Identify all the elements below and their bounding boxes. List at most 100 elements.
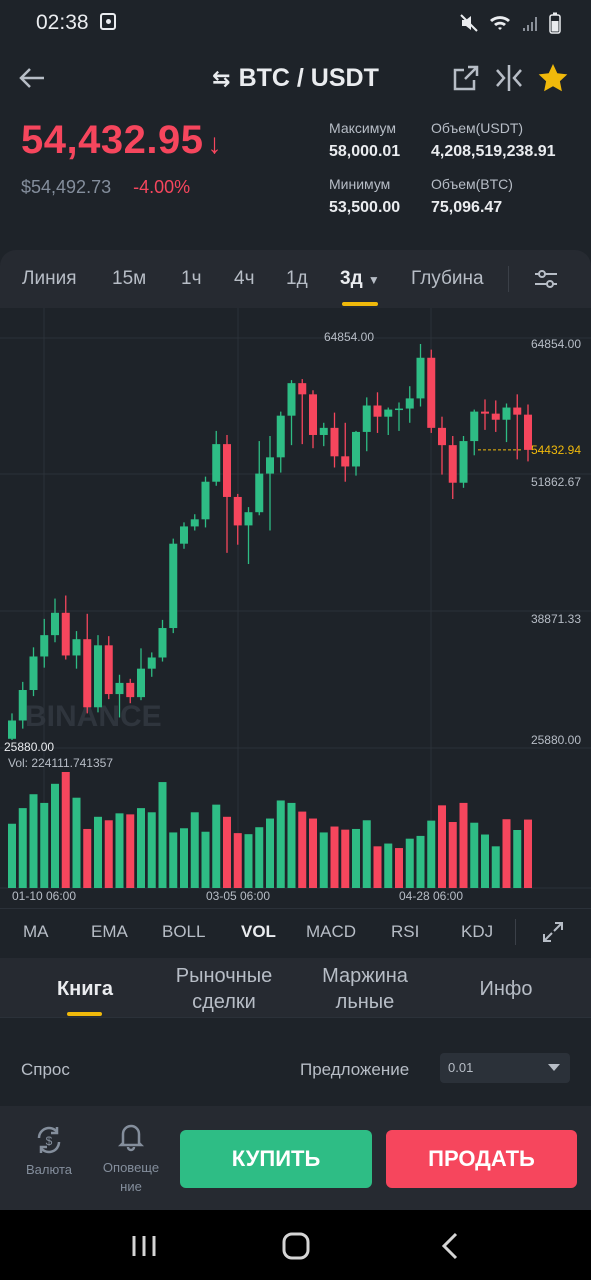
tf-4h[interactable]: 4ч — [234, 268, 255, 289]
candle-body — [309, 394, 317, 435]
volume-bar — [373, 846, 382, 888]
candle-body — [201, 481, 210, 520]
candle-body — [448, 445, 457, 483]
vol-btc-label: Объем(BTC) — [431, 176, 513, 192]
volume-bar — [416, 835, 425, 888]
low-value: 53,500.00 — [329, 199, 401, 216]
volume-bar — [384, 843, 393, 888]
tf-15m[interactable]: 15м — [112, 268, 147, 289]
chart-settings-icon[interactable] — [533, 267, 559, 291]
candle-body — [51, 612, 59, 636]
market-tabs: Книга Рыночные сделки Маржинальные Инфо — [0, 958, 591, 1018]
favorite-star-icon[interactable] — [537, 62, 569, 94]
indicator-bar: MA EMA BOLL VOL MACD RSI KDJ — [0, 908, 591, 954]
volume-bar — [491, 846, 500, 888]
volume-bar — [233, 833, 242, 888]
precision-select[interactable]: 0.01 — [440, 1053, 570, 1083]
tab-active-underline — [67, 1012, 102, 1016]
volume-bar — [448, 822, 457, 888]
ind-ma[interactable]: MA — [23, 922, 49, 941]
bottom-action-bar: $ Валюта Оповеще ние КУПИТЬ ПРОДАТЬ — [0, 1106, 591, 1210]
candle-body — [115, 682, 124, 695]
volume-bar — [51, 783, 59, 888]
volume-bar — [61, 772, 70, 888]
tf-1h[interactable]: 1ч — [181, 268, 202, 289]
screen-record-icon — [100, 13, 116, 30]
volume-bar — [502, 819, 511, 888]
status-icons — [459, 12, 561, 34]
volume-bar — [362, 820, 371, 888]
pair-selector[interactable]: ⇆ BTC / USDT — [0, 64, 591, 93]
candle-body — [137, 668, 145, 698]
tab-order-book[interactable]: Книга — [56, 978, 114, 1000]
volume-bar — [104, 820, 113, 888]
candle-body — [384, 409, 393, 417]
back-nav-icon[interactable] — [433, 1228, 469, 1264]
ind-rsi[interactable]: RSI — [391, 922, 420, 941]
timeframe-bar: Линия 15м 1ч 4ч 1д 3д ▼ Глубина — [0, 250, 591, 308]
volume-bar — [244, 834, 253, 888]
candle-body — [276, 415, 285, 458]
ind-ema[interactable]: EMA — [91, 922, 128, 941]
watermark-text: BINANCE — [25, 700, 162, 733]
ind-vol[interactable]: VOL — [241, 922, 276, 941]
volume-bar — [524, 819, 532, 888]
home-icon[interactable] — [278, 1228, 314, 1264]
alerts-button[interactable]: Оповеще ние — [96, 1120, 166, 1196]
back-arrow-icon[interactable] — [16, 62, 48, 94]
tab-margin[interactable]: Маржинальные — [322, 965, 408, 1013]
volume-bar — [223, 816, 231, 888]
current-price-label: 54432.94 — [531, 443, 581, 457]
candlestick-chart[interactable]: BINANCE 64854.00 51862.67 38871.33 25880.00… — [0, 308, 591, 908]
volume-bar — [395, 848, 403, 888]
volume-bar — [40, 802, 49, 888]
tf-1d[interactable]: 1д — [286, 268, 308, 289]
volume-bar — [341, 829, 350, 888]
ind-macd[interactable]: MACD — [306, 922, 357, 941]
candle-body — [190, 519, 199, 527]
candle-body — [524, 414, 532, 450]
volume-bar — [298, 811, 307, 888]
candle-body — [83, 639, 92, 708]
candle-body — [266, 457, 274, 474]
currency-button[interactable]: $ Валюта — [14, 1124, 84, 1177]
buy-button[interactable]: КУПИТЬ — [180, 1130, 372, 1188]
compare-icon[interactable] — [493, 62, 525, 94]
tf-active-underline — [342, 302, 378, 306]
tf-line[interactable]: Линия — [22, 268, 77, 289]
volume-bar — [94, 816, 102, 888]
volume-bar — [147, 812, 156, 888]
tab-market-trades[interactable]: Рыночные сделки — [175, 965, 273, 1013]
fullscreen-icon[interactable] — [541, 920, 565, 944]
y-axis-label: 51862.67 — [531, 475, 581, 489]
candle-body — [405, 398, 414, 409]
tf-depth[interactable]: Глубина — [411, 268, 484, 289]
x-axis-label: 04-28 06:00 — [399, 889, 463, 903]
tab-info[interactable]: Инфо — [479, 978, 533, 1000]
candle-body — [502, 407, 511, 420]
volume-bar — [427, 820, 436, 888]
candle-body — [8, 720, 16, 739]
candle-body — [169, 543, 178, 629]
bid-label: Спрос — [21, 1060, 70, 1079]
tf-3d[interactable]: 3д ▼ — [340, 268, 380, 289]
ind-kdj[interactable]: KDJ — [461, 922, 494, 941]
candle-body — [491, 413, 500, 420]
alerts-label: Оповеще ние — [102, 1160, 160, 1194]
candle-body — [233, 496, 242, 526]
chart-svg: BINANCE 64854.00 51862.67 38871.33 25880.00… — [0, 308, 591, 903]
candle-body — [319, 427, 328, 435]
recent-apps-icon[interactable] — [126, 1228, 162, 1264]
ind-boll[interactable]: BOLL — [162, 922, 206, 941]
status-time: 02:38 — [36, 11, 89, 34]
system-nav-bar — [0, 1210, 591, 1280]
sell-button[interactable]: ПРОДАТЬ — [386, 1130, 577, 1188]
volume-bar — [481, 834, 489, 888]
order-book-header: Спрос Предложение 0.01 — [0, 1018, 591, 1106]
volume-bar — [212, 804, 221, 888]
candle-body — [470, 411, 479, 442]
candle-body — [212, 444, 221, 482]
candle-body — [255, 473, 264, 513]
share-icon[interactable] — [450, 62, 482, 94]
candle-body — [362, 405, 371, 432]
